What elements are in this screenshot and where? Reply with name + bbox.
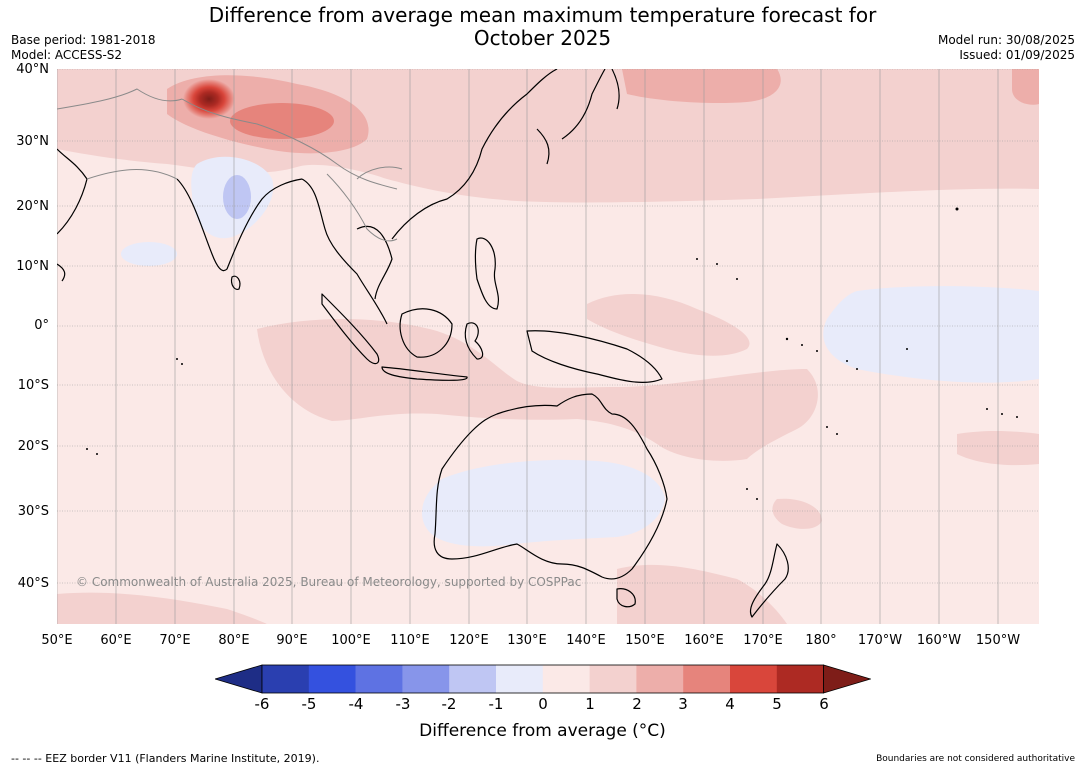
graticule-lines xyxy=(57,69,1039,624)
base-period-label: Base period: 1981-2018 xyxy=(11,33,156,47)
colorbar-cell xyxy=(355,665,403,693)
colorbar-extend-high xyxy=(823,664,871,694)
colorbar-cell xyxy=(308,665,356,693)
colorbar-label-neg2: -2 xyxy=(441,695,457,713)
colorbar xyxy=(215,664,871,694)
chart-title: Difference from average mean maximum tem… xyxy=(0,4,1085,50)
colorbar-label-0: 0 xyxy=(538,695,548,713)
colorbar-frame xyxy=(261,664,824,694)
title-line-2: October 2025 xyxy=(473,26,612,50)
copyright-notice: © Commonwealth of Australia 2025, Bureau… xyxy=(76,575,582,589)
anomaly-hotspot xyxy=(183,79,235,119)
title-line-1: Difference from average mean maximum tem… xyxy=(208,3,877,27)
country-borders xyxy=(57,88,403,242)
lat-tick-10n: 10°N xyxy=(16,259,49,274)
colorbar-cell xyxy=(402,665,450,693)
lat-tick-40n: 40°N xyxy=(16,62,49,77)
colorbar-label-4: 4 xyxy=(725,695,735,713)
lon-tick-130e: 130°E xyxy=(507,633,547,648)
colorbar-cell xyxy=(449,665,497,693)
colorbar-label-neg6: -6 xyxy=(254,695,270,713)
lon-tick-50e: 50°E xyxy=(41,633,73,648)
anomaly-region-south-2 xyxy=(617,564,787,624)
lon-tick-70e: 70°E xyxy=(159,633,191,648)
colorbar-cell xyxy=(262,665,310,693)
colorbar-cell xyxy=(683,665,731,693)
anomaly-region-northeast-warm-2 xyxy=(1012,69,1039,105)
anomaly-region-northeast-warm xyxy=(622,69,781,104)
colorbar-label-neg3: -3 xyxy=(395,695,411,713)
anomaly-region-indian-ocean xyxy=(257,319,818,461)
colorbar-label-neg1: -1 xyxy=(488,695,504,713)
anomaly-region-south-1 xyxy=(57,592,267,624)
anomaly-region-pacific-cool xyxy=(823,286,1039,383)
anomaly-region-south-4 xyxy=(772,498,822,529)
lon-tick-100e: 100°E xyxy=(331,633,371,648)
colorbar-label-5: 5 xyxy=(772,695,782,713)
colorbar-label-2: 2 xyxy=(632,695,642,713)
run-info: Model run: 30/08/2025 Issued: 01/09/2025 xyxy=(938,33,1075,63)
coastlines xyxy=(57,69,789,618)
lat-tick-20s: 20°S xyxy=(17,439,49,454)
lon-tick-170e: 170°E xyxy=(743,633,783,648)
colorbar-cell xyxy=(776,665,824,693)
colorbar-label-6: 6 xyxy=(819,695,829,713)
eez-border-note: -- -- -- EEZ border V11 (Flanders Marine… xyxy=(11,752,320,765)
lat-tick-10s: 10°S xyxy=(17,378,49,393)
lon-tick-90e: 90°E xyxy=(276,633,308,648)
colorbar-title: Difference from average (°C) xyxy=(419,721,666,741)
lat-tick-0: 0° xyxy=(34,318,49,333)
lat-tick-30s: 30°S xyxy=(17,504,49,519)
boundaries-disclaimer: Boundaries are not considered authoritat… xyxy=(876,754,1075,764)
lon-tick-150e: 150°E xyxy=(625,633,665,648)
lon-tick-110e: 110°E xyxy=(390,633,430,648)
lon-tick-170w: 170°W xyxy=(857,633,903,648)
lon-tick-60e: 60°E xyxy=(100,633,132,648)
lon-tick-180: 180° xyxy=(805,633,837,648)
colorbar-cell xyxy=(730,665,778,693)
colorbar-cell xyxy=(589,665,637,693)
model-run-label: Model run: 30/08/2025 xyxy=(937,33,1075,47)
lat-tick-20n: 20°N xyxy=(16,199,49,214)
colorbar-label-neg4: -4 xyxy=(348,695,364,713)
colorbar-cell xyxy=(636,665,684,693)
colorbar-cell xyxy=(496,665,544,693)
lon-tick-160e: 160°E xyxy=(684,633,724,648)
issued-label: Issued: 01/09/2025 xyxy=(959,48,1075,62)
lon-tick-120e: 120°E xyxy=(449,633,489,648)
model-label: Model: ACCESS-S2 xyxy=(11,48,123,62)
colorbar-cell xyxy=(542,665,590,693)
lat-tick-30n: 30°N xyxy=(16,134,49,149)
colorbar-label-1: 1 xyxy=(585,695,595,713)
islands xyxy=(86,207,1018,500)
anomaly-map xyxy=(57,69,1039,624)
colorbar-label-3: 3 xyxy=(678,695,688,713)
lon-tick-160w: 160°W xyxy=(916,633,962,648)
lon-tick-150w: 150°W xyxy=(975,633,1021,648)
colorbar-extend-low xyxy=(215,664,263,694)
anomaly-region-india-cooler xyxy=(223,175,251,219)
lat-tick-40s: 40°S xyxy=(17,576,49,591)
lon-tick-80e: 80°E xyxy=(218,633,250,648)
anomaly-region-arabian-cool xyxy=(121,242,177,266)
anomaly-region-australia-cool xyxy=(422,459,665,547)
anomaly-region-pacific-east xyxy=(587,293,750,356)
anomaly-region-tibet-hot xyxy=(230,103,334,139)
base-info: Base period: 1981-2018 Model: ACCESS-S2 xyxy=(11,33,156,63)
colorbar-label-neg5: -5 xyxy=(301,695,317,713)
lon-tick-140e: 140°E xyxy=(566,633,606,648)
